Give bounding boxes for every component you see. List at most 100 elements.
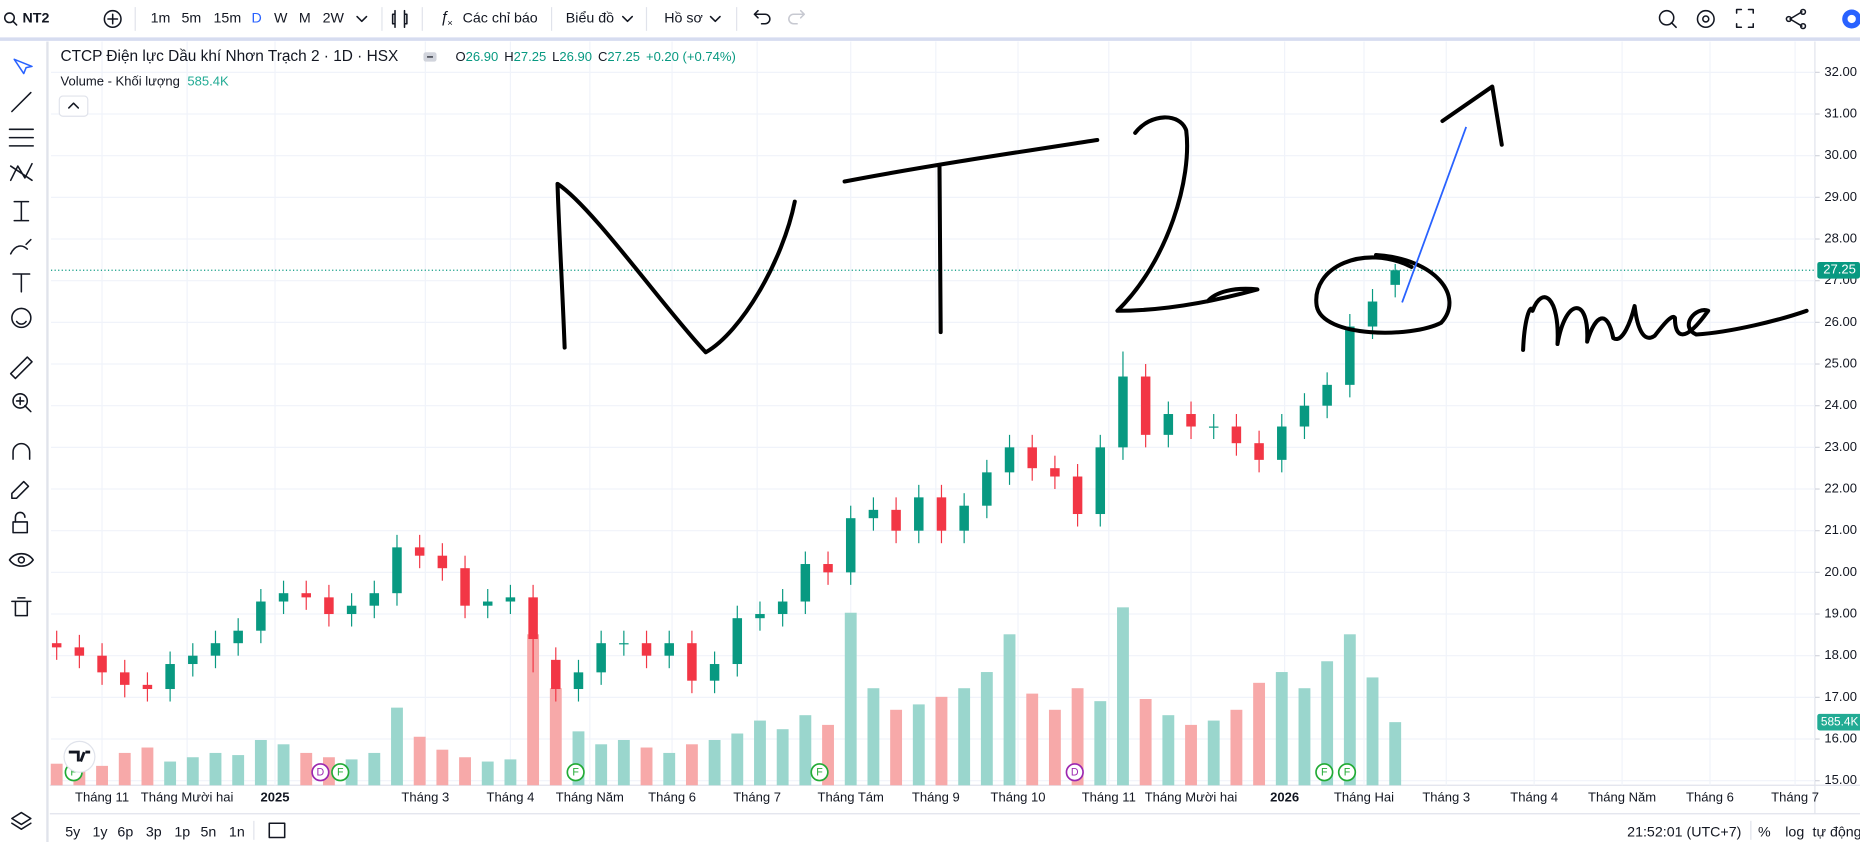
x-tick-label: Tháng 4 bbox=[1510, 790, 1558, 805]
interval-button[interactable]: 15m bbox=[214, 11, 242, 27]
candle-body bbox=[891, 509, 901, 531]
percent-toggle[interactable]: % bbox=[1758, 824, 1771, 840]
lock-tool[interactable] bbox=[12, 521, 29, 534]
range-button[interactable]: 5n bbox=[200, 824, 216, 840]
alert-icon[interactable] bbox=[1658, 9, 1675, 26]
candle-body bbox=[619, 643, 629, 645]
ruler-tool[interactable] bbox=[9, 356, 33, 380]
y-tick-label: 29.00 bbox=[1824, 189, 1857, 204]
volume-bar bbox=[1048, 709, 1061, 786]
candle-body bbox=[687, 643, 697, 681]
axes: 15.00 16.00 17.00 18.00 19.00 20.00 21.00 22.00… bbox=[51, 64, 1860, 805]
goto-date[interactable] bbox=[268, 822, 286, 839]
event-badge[interactable] bbox=[1337, 763, 1357, 782]
y-tick-label: 15.00 bbox=[1824, 772, 1857, 787]
event-badge[interactable] bbox=[311, 763, 330, 782]
y-tick-label: 21.00 bbox=[1824, 522, 1857, 537]
layers-tool[interactable] bbox=[11, 811, 32, 830]
interval-button[interactable]: 5m bbox=[181, 11, 201, 27]
range-button[interactable]: 5y bbox=[65, 824, 81, 840]
event-badge[interactable] bbox=[1065, 763, 1084, 782]
event-label: D bbox=[1071, 767, 1079, 779]
volume-bar bbox=[754, 720, 766, 786]
y-tick-label: 28.00 bbox=[1824, 230, 1857, 245]
text-tool[interactable] bbox=[12, 273, 31, 293]
volume-bar bbox=[118, 752, 131, 786]
zoom-tool[interactable] bbox=[12, 393, 29, 409]
event-label: F bbox=[70, 767, 77, 779]
cursor-tool[interactable] bbox=[13, 58, 33, 75]
candle-body bbox=[709, 664, 720, 681]
interval-menu[interactable] bbox=[356, 15, 368, 23]
magnet-tool[interactable] bbox=[12, 442, 31, 460]
interval-button[interactable]: 2W bbox=[323, 11, 345, 27]
fib-tool[interactable] bbox=[8, 128, 34, 147]
range-button[interactable]: 6p bbox=[117, 824, 133, 840]
share-icon[interactable] bbox=[1789, 11, 1803, 27]
fx-icon-sub: × bbox=[447, 18, 453, 29]
candle-body bbox=[74, 647, 85, 656]
interval-button[interactable]: M bbox=[299, 11, 311, 27]
log-toggle[interactable]: log bbox=[1785, 824, 1804, 840]
emoji-tool[interactable] bbox=[11, 307, 32, 329]
interval-button[interactable]: W bbox=[274, 11, 288, 27]
legend-item: 26.90 bbox=[466, 50, 499, 65]
trend-line[interactable] bbox=[1401, 126, 1468, 303]
candle-body bbox=[936, 497, 947, 531]
candle-body bbox=[1027, 447, 1037, 469]
candle-body bbox=[551, 659, 561, 690]
event-badge[interactable] bbox=[810, 763, 829, 782]
candle-body bbox=[1254, 443, 1264, 460]
volume-bar bbox=[504, 759, 517, 786]
clock: 21:52:01 (UTC+7) bbox=[1627, 824, 1741, 840]
event-badge[interactable] bbox=[331, 763, 350, 782]
brush-tool[interactable] bbox=[9, 238, 32, 255]
chart-type-button[interactable]: Biểu đồ bbox=[566, 11, 614, 27]
profile-button[interactable]: Hồ sơ bbox=[664, 11, 703, 27]
add-icon bbox=[107, 13, 119, 25]
indicators-button[interactable]: Các chỉ báo bbox=[463, 11, 538, 27]
candle-body bbox=[868, 509, 879, 519]
interval-button[interactable]: 1m bbox=[151, 11, 171, 27]
pattern-tool[interactable] bbox=[9, 162, 33, 182]
visibility-tool[interactable] bbox=[8, 552, 34, 567]
x-tick-label: Tháng 6 bbox=[1686, 790, 1734, 805]
event-badge[interactable] bbox=[566, 763, 585, 782]
undo[interactable] bbox=[753, 9, 771, 25]
symbol[interactable]: NT2 bbox=[23, 11, 50, 27]
range-button[interactable]: 1y bbox=[93, 824, 109, 840]
range-button[interactable]: 1n bbox=[229, 824, 245, 840]
x-tick-label: Tháng 7 bbox=[1771, 790, 1819, 805]
volume-bar bbox=[96, 765, 108, 786]
candles-icon[interactable] bbox=[391, 9, 408, 29]
trendline-tool[interactable] bbox=[11, 91, 32, 113]
range-button[interactable]: 1p bbox=[174, 824, 190, 840]
auto-toggle[interactable]: tự động bbox=[1813, 824, 1860, 840]
drawing-mua bbox=[1521, 295, 1809, 352]
add-symbol[interactable] bbox=[103, 9, 122, 29]
collapse-chevron bbox=[68, 102, 80, 109]
delete-tool[interactable] bbox=[11, 597, 32, 617]
x-tick-label: Tháng 11 bbox=[1082, 790, 1136, 805]
redo[interactable] bbox=[788, 9, 806, 25]
lock-draw-tool[interactable] bbox=[11, 480, 30, 499]
settings-icon[interactable] bbox=[1696, 9, 1715, 29]
fullscreen-icon[interactable] bbox=[1735, 8, 1755, 29]
range-button[interactable]: 3p bbox=[146, 824, 162, 840]
volume-value: 585.4K bbox=[187, 73, 229, 88]
legend-item: 27.25 bbox=[607, 50, 640, 65]
collapse-legend[interactable] bbox=[58, 95, 89, 117]
event-badge[interactable] bbox=[1315, 763, 1334, 782]
volume-bar bbox=[1253, 682, 1266, 786]
candle-body bbox=[165, 664, 175, 690]
x-tick-label: Tháng 3 bbox=[401, 790, 449, 805]
x-tick-label: 2025 bbox=[261, 790, 290, 805]
search-icon[interactable] bbox=[3, 12, 16, 24]
interval-button[interactable]: D bbox=[251, 11, 261, 27]
projection-tool[interactable] bbox=[13, 200, 30, 222]
drawing-t bbox=[842, 137, 1100, 335]
candle-body bbox=[346, 605, 357, 615]
share-dot bbox=[1799, 22, 1807, 30]
candle-body bbox=[1050, 468, 1060, 477]
